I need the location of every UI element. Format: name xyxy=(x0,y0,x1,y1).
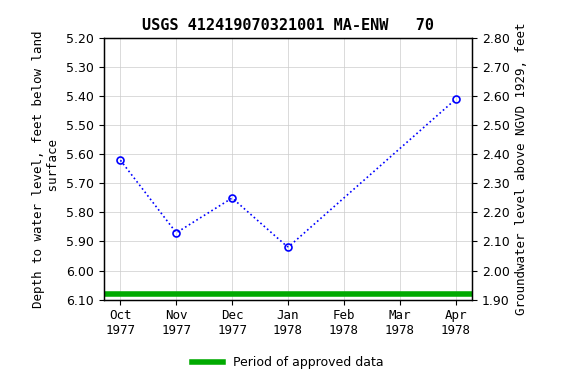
Y-axis label: Groundwater level above NGVD 1929, feet: Groundwater level above NGVD 1929, feet xyxy=(516,23,528,315)
Y-axis label: Depth to water level, feet below land
 surface: Depth to water level, feet below land su… xyxy=(32,30,60,308)
Legend: Period of approved data: Period of approved data xyxy=(187,351,389,374)
Title: USGS 412419070321001 MA-ENW   70: USGS 412419070321001 MA-ENW 70 xyxy=(142,18,434,33)
